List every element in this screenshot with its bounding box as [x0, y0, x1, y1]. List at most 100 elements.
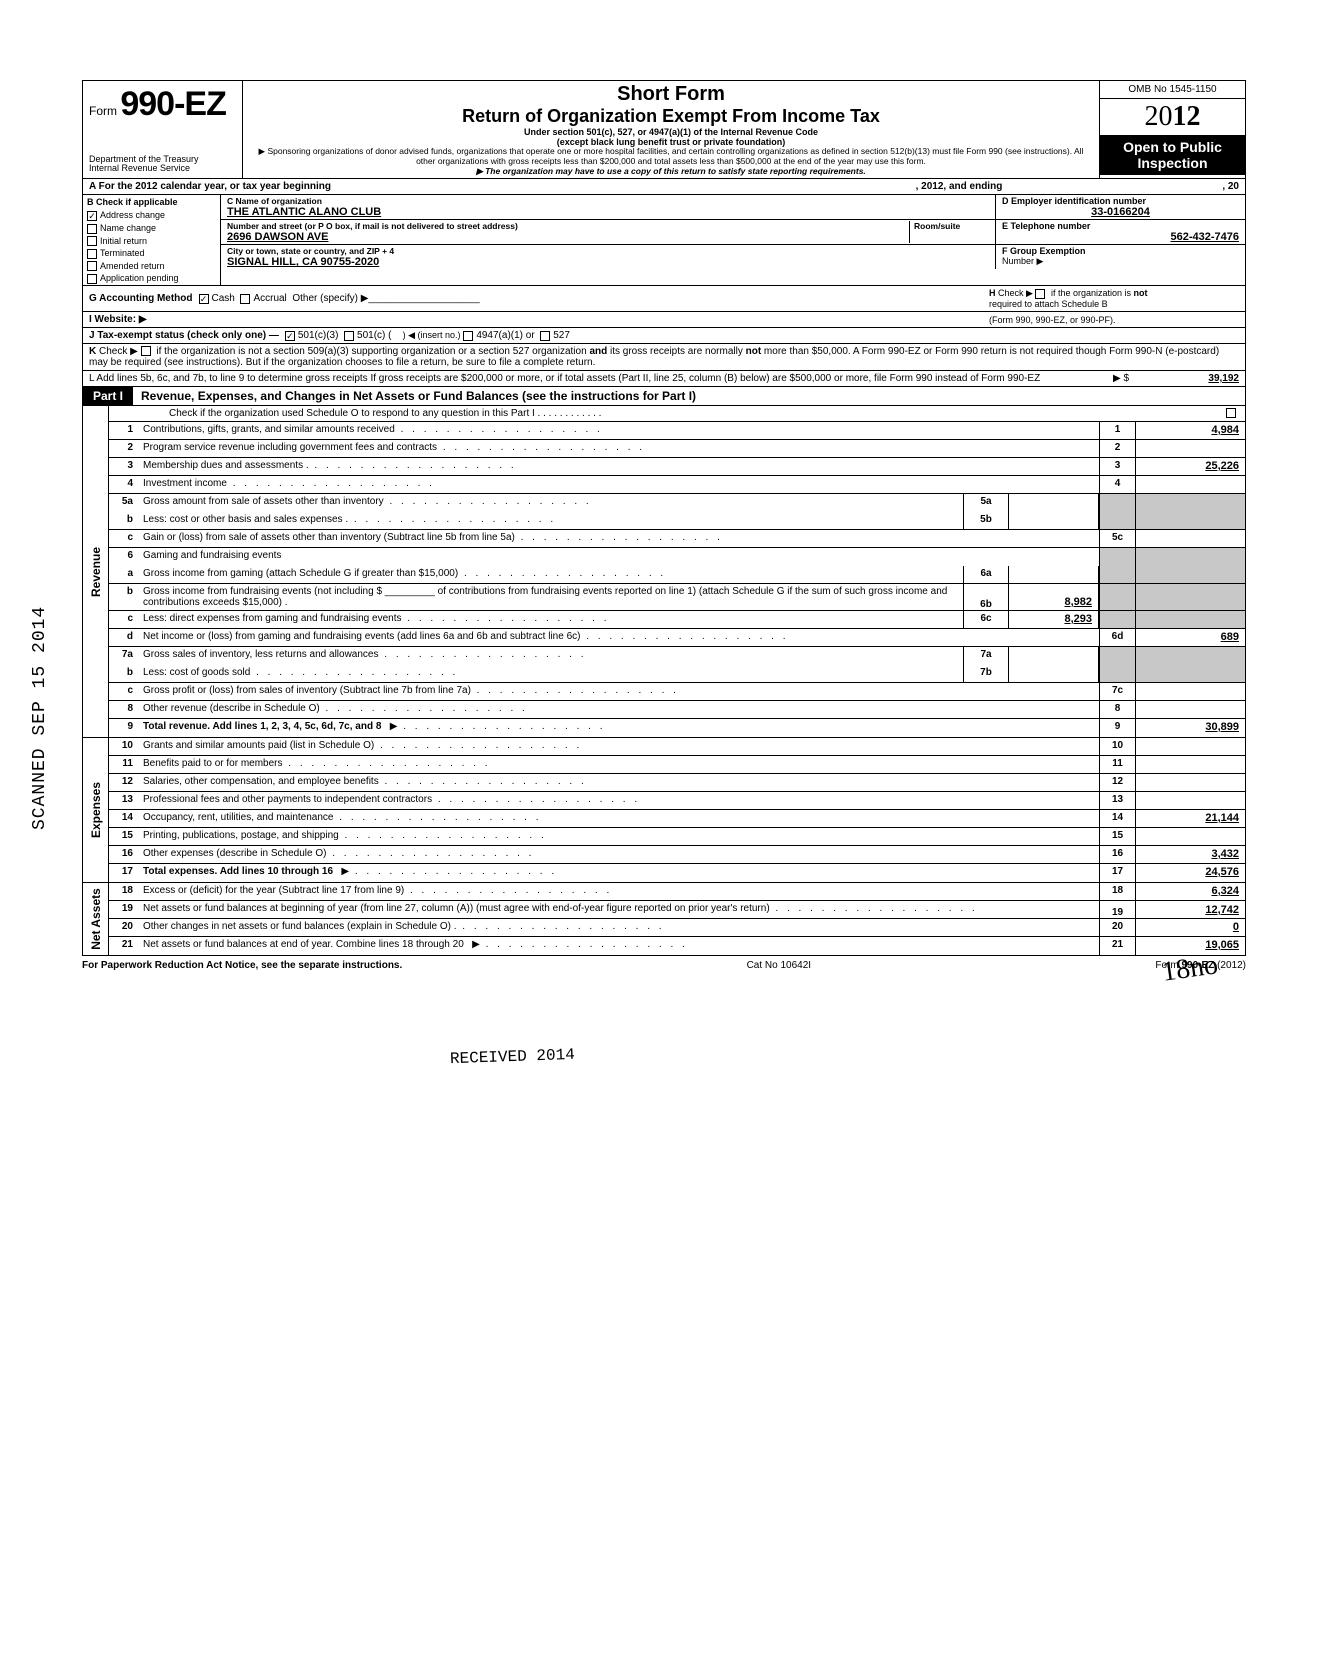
- row4-val: [1135, 476, 1245, 493]
- row14-desc: Occupancy, rent, utilities, and maintena…: [139, 810, 1099, 827]
- chk-sched-o[interactable]: [1226, 408, 1236, 418]
- row6c-desc: Less: direct expenses from gaming and fu…: [139, 611, 963, 628]
- row6d-val: 689: [1135, 629, 1245, 646]
- line-j: J Tax-exempt status (check only one) — ✓…: [82, 328, 1246, 344]
- chk-h[interactable]: [1035, 289, 1045, 299]
- d-ein-value: 33-0166204: [1002, 206, 1239, 218]
- row7a-val: [1009, 647, 1099, 665]
- f-group-number: Number ▶: [1002, 256, 1239, 267]
- h-line3: (Form 990, 990-EZ, or 990-PF).: [989, 315, 1239, 325]
- row7c-desc: Gross profit or (loss) from sales of inv…: [139, 683, 1099, 700]
- line-l: L Add lines 5b, 6c, and 7b, to line 9 to…: [82, 371, 1246, 387]
- h-line2: required to attach Schedule B: [989, 299, 1108, 309]
- omb-number: OMB No 1545-1150: [1100, 81, 1245, 99]
- line-g: G Accounting Method ✓ Cash Accrual Other…: [82, 286, 1246, 312]
- row3-val: 25,226: [1135, 458, 1245, 475]
- room-label: Room/suite: [909, 221, 989, 243]
- footer-left: For Paperwork Reduction Act Notice, see …: [82, 960, 402, 971]
- row5c-val: [1135, 530, 1245, 547]
- d-ein-label: D Employer identification number: [1002, 196, 1239, 206]
- row20-val: 0: [1135, 919, 1245, 936]
- bcd-block: B Check if applicable ✓Address change Na…: [82, 195, 1246, 286]
- row8-val: [1135, 701, 1245, 718]
- row10-val: [1135, 738, 1245, 755]
- row18-val: 6,324: [1135, 883, 1245, 900]
- row15-val: [1135, 828, 1245, 845]
- row19-desc: Net assets or fund balances at beginning…: [139, 901, 1099, 918]
- row5b-val: [1009, 512, 1099, 529]
- expenses-block: Expenses 10Grants and similar amounts pa…: [82, 738, 1246, 883]
- c-name-value: THE ATLANTIC ALANO CLUB: [227, 206, 989, 218]
- row10-desc: Grants and similar amounts paid (list in…: [139, 738, 1099, 755]
- chk-name-change[interactable]: Name change: [83, 222, 220, 235]
- row6c-val: 8,293: [1009, 611, 1099, 628]
- row1-desc: Contributions, gifts, grants, and simila…: [139, 422, 1099, 439]
- part1-header: Part I Revenue, Expenses, and Changes in…: [82, 387, 1246, 406]
- line-a: A For the 2012 calendar year, or tax yea…: [82, 179, 1246, 195]
- expenses-label: Expenses: [89, 782, 103, 838]
- row3-desc: Membership dues and assessments .: [139, 458, 1099, 475]
- title-main: Return of Organization Exempt From Incom…: [249, 106, 1093, 127]
- row6a-desc: Gross income from gaming (attach Schedul…: [139, 566, 963, 583]
- row6b-desc: Gross income from fundraising events (no…: [139, 584, 963, 610]
- c-name-label: C Name of organization: [227, 196, 989, 206]
- row7b-desc: Less: cost of goods sold: [139, 665, 963, 682]
- row12-val: [1135, 774, 1245, 791]
- row11-desc: Benefits paid to or for members: [139, 756, 1099, 773]
- chk-527[interactable]: [540, 331, 550, 341]
- row16-desc: Other expenses (describe in Schedule O): [139, 846, 1099, 863]
- title-note: ▶ The organization may have to use a cop…: [249, 167, 1093, 177]
- row6a-val: [1009, 566, 1099, 583]
- row16-val: 3,432: [1135, 846, 1245, 863]
- footer: For Paperwork Reduction Act Notice, see …: [82, 956, 1246, 975]
- form-number: Form 990-EZ: [89, 85, 236, 124]
- line-l-value: 39,192: [1129, 373, 1239, 384]
- row5c-desc: Gain or (loss) from sale of assets other…: [139, 530, 1099, 547]
- handwritten-note: 18no: [1160, 949, 1220, 988]
- line-k: K Check ▶ if the organization is not a s…: [82, 344, 1246, 371]
- row12-desc: Salaries, other compensation, and employ…: [139, 774, 1099, 791]
- row13-desc: Professional fees and other payments to …: [139, 792, 1099, 809]
- row13-val: [1135, 792, 1245, 809]
- row21-desc: Net assets or fund balances at end of ye…: [139, 937, 1099, 955]
- part1-tag: Part I: [83, 387, 133, 405]
- city-value: SIGNAL HILL, CA 90755-2020: [227, 256, 989, 268]
- row2-desc: Program service revenue including govern…: [139, 440, 1099, 457]
- row6b-val: 8,982: [1009, 584, 1099, 610]
- chk-pending[interactable]: Application pending: [83, 272, 220, 285]
- e-phone-label: E Telephone number: [1002, 221, 1239, 231]
- row2-val: [1135, 440, 1245, 457]
- row11-val: [1135, 756, 1245, 773]
- h-check: H Check ▶ if the organization is not: [989, 288, 1148, 298]
- received-stamp: RECEIVED 2014: [450, 1046, 575, 1068]
- addr-value: 2696 DAWSON AVE: [227, 231, 909, 243]
- row9-val: 30,899: [1135, 719, 1245, 737]
- chk-terminated[interactable]: Terminated: [83, 247, 220, 260]
- row19-val: 12,742: [1135, 901, 1245, 918]
- title-sponsor: ▶ Sponsoring organizations of donor advi…: [249, 147, 1093, 167]
- title-shortform: Short Form: [249, 83, 1093, 106]
- chk-4947[interactable]: [463, 331, 473, 341]
- chk-address-change[interactable]: ✓Address change: [83, 209, 220, 222]
- chk-accrual[interactable]: [240, 294, 250, 304]
- row5a-val: [1009, 494, 1099, 512]
- chk-initial-return[interactable]: Initial return: [83, 235, 220, 248]
- line-i: I Website: ▶ (Form 990, 990-EZ, or 990-P…: [82, 312, 1246, 328]
- chk-501c[interactable]: [344, 331, 354, 341]
- row5b-desc: Less: cost or other basis and sales expe…: [139, 512, 963, 529]
- form-header: Form 990-EZ Department of the Treasury I…: [82, 80, 1246, 179]
- row14-val: 21,144: [1135, 810, 1245, 827]
- footer-mid: Cat No 10642I: [747, 960, 812, 971]
- netassets-label: Net Assets: [89, 888, 103, 950]
- e-phone-value: 562-432-7476: [1002, 231, 1239, 243]
- row4-desc: Investment income: [139, 476, 1099, 493]
- chk-amended[interactable]: Amended return: [83, 260, 220, 273]
- chk-501c3[interactable]: ✓: [285, 331, 295, 341]
- row18-desc: Excess or (deficit) for the year (Subtra…: [139, 883, 1099, 900]
- chk-cash[interactable]: ✓: [199, 294, 209, 304]
- tax-year: 2012: [1100, 99, 1245, 135]
- f-group-label: F Group Exemption: [1002, 246, 1239, 256]
- row9-desc: Total revenue. Add lines 1, 2, 3, 4, 5c,…: [139, 719, 1099, 737]
- chk-k[interactable]: [141, 346, 151, 356]
- col-cd: C Name of organization THE ATLANTIC ALAN…: [221, 195, 1245, 285]
